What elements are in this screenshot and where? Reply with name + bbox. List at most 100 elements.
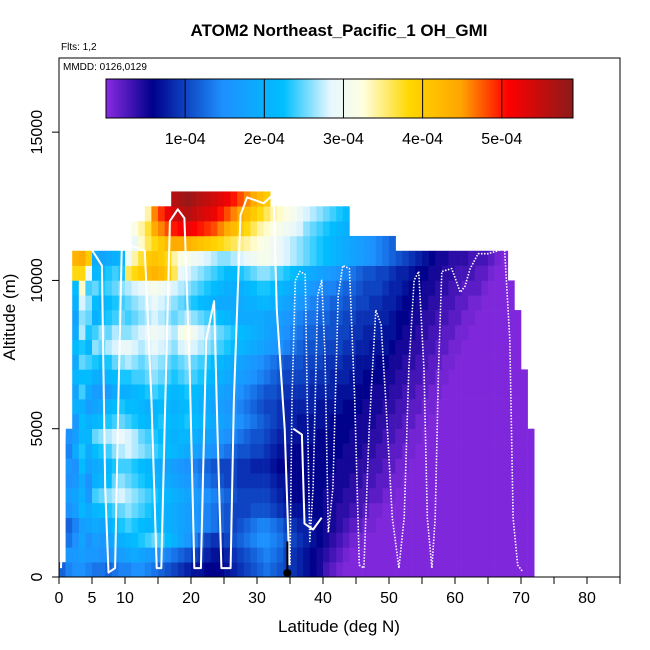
x-tick-label: 70 bbox=[512, 590, 530, 607]
heatmap-cell bbox=[441, 280, 449, 296]
heatmap-cell bbox=[217, 221, 225, 237]
heatmap-cell bbox=[210, 532, 218, 548]
heatmap-cell bbox=[415, 324, 423, 341]
heatmap-cell bbox=[455, 547, 462, 563]
heatmap-cell bbox=[197, 265, 205, 281]
heatmap-cell bbox=[455, 295, 462, 311]
heatmap-cell bbox=[369, 488, 377, 504]
heatmap-cell bbox=[514, 443, 522, 459]
heatmap-cell bbox=[402, 310, 410, 326]
heatmap-cell bbox=[488, 547, 495, 563]
heatmap-cell bbox=[329, 369, 337, 385]
heatmap-cell bbox=[171, 310, 179, 326]
heatmap-cell bbox=[210, 235, 218, 252]
heatmap-cell bbox=[408, 547, 416, 563]
heatmap-cell bbox=[92, 473, 99, 489]
heatmap-cell bbox=[428, 517, 436, 533]
heatmap-cell bbox=[375, 369, 383, 385]
heatmap-cell bbox=[92, 428, 99, 444]
heatmap-cell bbox=[441, 265, 449, 281]
heatmap-cell bbox=[395, 265, 403, 281]
heatmap-cell bbox=[276, 413, 284, 430]
heatmap-cell bbox=[210, 206, 218, 222]
heatmap-cell bbox=[204, 339, 212, 355]
heatmap-cell bbox=[111, 384, 119, 400]
heatmap-cell bbox=[316, 413, 324, 430]
heatmap-cell bbox=[85, 295, 93, 311]
heatmap-cell bbox=[329, 517, 337, 533]
heatmap-cell bbox=[422, 250, 429, 266]
heatmap-cell bbox=[257, 250, 264, 266]
heatmap-cell bbox=[210, 517, 218, 533]
heatmap-cell bbox=[507, 473, 515, 489]
heatmap-cell bbox=[118, 354, 126, 370]
heatmap-cell bbox=[125, 369, 132, 385]
heatmap-cell bbox=[72, 295, 80, 311]
heatmap-cell bbox=[250, 473, 258, 489]
heatmap-cell bbox=[204, 310, 212, 326]
heatmap-cell bbox=[98, 473, 106, 489]
heatmap-cell bbox=[402, 280, 410, 296]
heatmap-cell bbox=[356, 354, 363, 370]
heatmap-cell bbox=[296, 443, 304, 459]
heatmap-cell bbox=[138, 399, 146, 415]
heatmap-cell bbox=[78, 458, 86, 474]
heatmap-cell bbox=[224, 532, 231, 548]
heatmap-cell bbox=[131, 221, 139, 237]
heatmap-cell bbox=[342, 532, 350, 548]
heatmap-cell bbox=[448, 354, 456, 370]
heatmap-cell bbox=[171, 428, 179, 444]
heatmap-cell bbox=[217, 191, 225, 207]
heatmap-cell bbox=[461, 250, 469, 266]
heatmap-cell bbox=[494, 369, 502, 385]
heatmap-cell bbox=[468, 295, 476, 311]
heatmap-cell bbox=[323, 354, 330, 370]
heatmap-cell bbox=[369, 324, 377, 341]
heatmap-cell bbox=[263, 562, 271, 577]
heatmap-cell bbox=[435, 310, 443, 326]
heatmap-cell bbox=[164, 354, 172, 370]
heatmap-cell bbox=[422, 517, 429, 533]
heatmap-cell bbox=[494, 428, 502, 444]
heatmap-cell bbox=[191, 235, 198, 252]
heatmap-cell bbox=[494, 443, 502, 459]
heatmap-cell bbox=[303, 235, 311, 252]
heatmap-cell bbox=[204, 206, 212, 222]
heatmap-cell bbox=[514, 384, 522, 400]
heatmap-cell bbox=[488, 413, 495, 430]
heatmap-cell bbox=[309, 339, 317, 355]
heatmap-cell bbox=[428, 488, 436, 504]
heatmap-cell bbox=[441, 413, 449, 430]
heatmap-cell bbox=[402, 562, 410, 577]
heatmap-cell bbox=[349, 280, 357, 296]
heatmap-cell bbox=[375, 428, 383, 444]
heatmap-cell bbox=[375, 517, 383, 533]
heatmap-cell bbox=[428, 399, 436, 415]
heatmap-cell bbox=[131, 339, 139, 355]
heatmap-cell bbox=[389, 295, 396, 311]
heatmap-cell bbox=[184, 547, 192, 563]
heatmap-cell bbox=[276, 324, 284, 341]
heatmap-cell bbox=[461, 517, 469, 533]
heatmap-cell bbox=[435, 280, 443, 296]
heatmap-cell bbox=[276, 250, 284, 266]
heatmap-cell bbox=[356, 473, 363, 489]
heatmap-cell bbox=[158, 280, 165, 296]
x-tick-label: 20 bbox=[182, 590, 200, 607]
heatmap-cell bbox=[171, 280, 179, 296]
heatmap-cell bbox=[395, 547, 403, 563]
heatmap-cell bbox=[270, 473, 278, 489]
heatmap-cell bbox=[257, 369, 264, 385]
heatmap-cell bbox=[468, 250, 476, 266]
heatmap-cell bbox=[316, 458, 324, 474]
heatmap-cell bbox=[144, 369, 152, 385]
heatmap-cell bbox=[507, 458, 515, 474]
heatmap-cell bbox=[243, 295, 251, 311]
heatmap-cell bbox=[85, 532, 93, 548]
heatmap-cell bbox=[349, 532, 357, 548]
heatmap-cell bbox=[362, 324, 370, 341]
heatmap-cell bbox=[125, 502, 132, 518]
heatmap-cell bbox=[296, 547, 304, 563]
heatmap-cell bbox=[461, 473, 469, 489]
heatmap-cell bbox=[514, 473, 522, 489]
